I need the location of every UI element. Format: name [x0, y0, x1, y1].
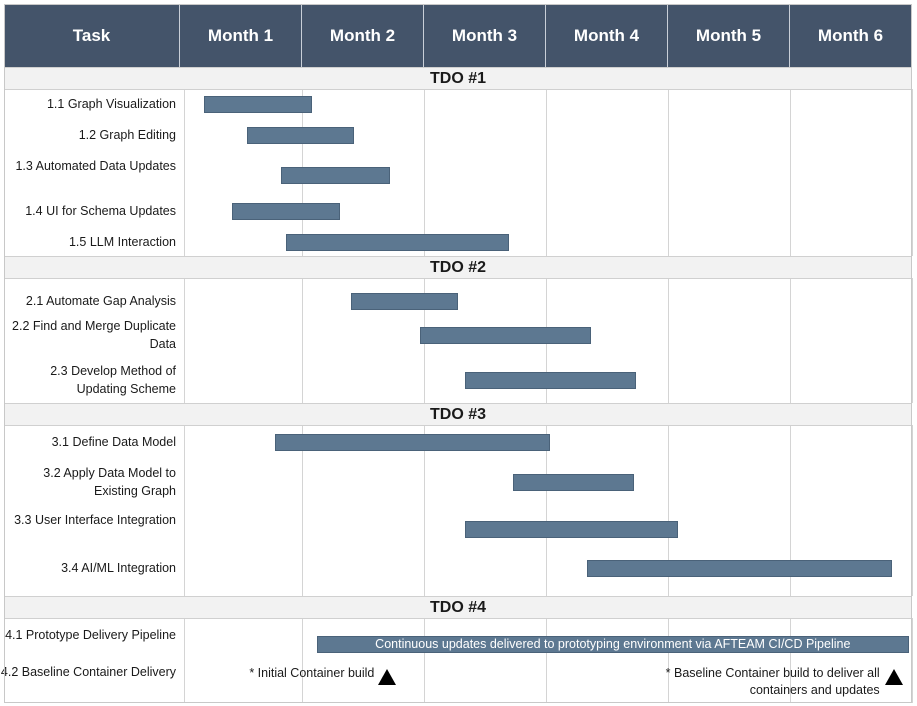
month-gridline — [184, 89, 185, 256]
task-label: 2.1 Automate Gap Analysis — [25, 294, 176, 308]
task-label: 4.1 Prototype Delivery Pipeline — [5, 628, 176, 642]
task-bar — [587, 560, 893, 577]
task-label: 1.1 Graph Visualization — [46, 97, 176, 111]
month-gridline — [790, 425, 791, 596]
month-gridline — [184, 618, 185, 703]
task-label: 2.3 Develop Method of Updating Scheme — [50, 364, 176, 396]
task-label: 3.2 Apply Data Model to Existing Graph — [43, 466, 176, 498]
task-bar — [513, 474, 634, 491]
milestone-marker — [378, 669, 397, 685]
month-gridline — [668, 89, 669, 256]
task-bar — [286, 234, 510, 251]
month-gridline — [546, 89, 547, 256]
month-gridline — [424, 425, 425, 596]
month-gridline — [546, 425, 547, 596]
month-header: Month 2 — [302, 4, 424, 67]
task-label: 1.3 Automated Data Updates — [15, 159, 176, 173]
month-gridline — [790, 618, 791, 703]
task-label: 1.2 Graph Editing — [78, 128, 176, 142]
task-bar: Continuous updates delivered to prototyp… — [316, 636, 909, 653]
month-gridline — [424, 618, 425, 703]
month-header: Month 4 — [546, 4, 668, 67]
task-label: 3.1 Define Data Model — [51, 435, 176, 449]
task-bar — [420, 327, 592, 344]
month-gridline — [912, 618, 913, 703]
month-header: Month 1 — [180, 4, 302, 67]
month-gridline — [302, 278, 303, 403]
section-header: TDO #2 — [5, 256, 911, 279]
month-gridline — [668, 425, 669, 596]
task-bar-label: Continuous updates delivered to prototyp… — [375, 637, 851, 651]
task-column-header: Task — [4, 4, 180, 67]
task-bar — [247, 127, 355, 144]
month-gridline — [424, 89, 425, 256]
month-gridline — [668, 278, 669, 403]
month-gridline — [790, 89, 791, 256]
month-header: Month 3 — [424, 4, 546, 67]
month-gridline — [668, 618, 669, 703]
task-bar — [275, 434, 550, 451]
task-label: 4.2 Baseline Container Delivery — [0, 665, 176, 679]
task-bar — [350, 293, 459, 310]
task-bar — [232, 203, 340, 220]
milestone-note: * Baseline Container build to deliver al… — [665, 666, 880, 697]
section-header: TDO #4 — [5, 596, 911, 619]
task-label: 1.5 LLM Interaction — [68, 235, 176, 249]
month-gridline — [302, 425, 303, 596]
month-gridline — [302, 618, 303, 703]
month-gridline — [790, 278, 791, 403]
section-header: TDO #3 — [5, 403, 911, 426]
month-gridline — [184, 425, 185, 596]
task-bar — [204, 96, 312, 113]
month-gridline — [912, 425, 913, 596]
month-header: Month 5 — [668, 4, 790, 67]
task-label: 3.4 AI/ML Integration — [61, 561, 176, 575]
task-label: 1.4 UI for Schema Updates — [25, 204, 176, 218]
section-header: TDO #1 — [5, 67, 911, 90]
task-bar — [465, 372, 637, 389]
month-gridline — [184, 278, 185, 403]
milestone-note: * Initial Container build — [249, 666, 375, 680]
task-label: 2.2 Find and Merge Duplicate Data — [12, 319, 176, 351]
month-gridline — [912, 89, 913, 256]
task-label: 3.3 User Interface Integration — [14, 513, 176, 527]
task-bar — [465, 521, 678, 538]
month-gridline — [546, 618, 547, 703]
month-header: Month 6 — [790, 4, 912, 67]
milestone-marker — [884, 669, 903, 685]
month-gridline — [912, 278, 913, 403]
task-bar — [281, 167, 390, 184]
